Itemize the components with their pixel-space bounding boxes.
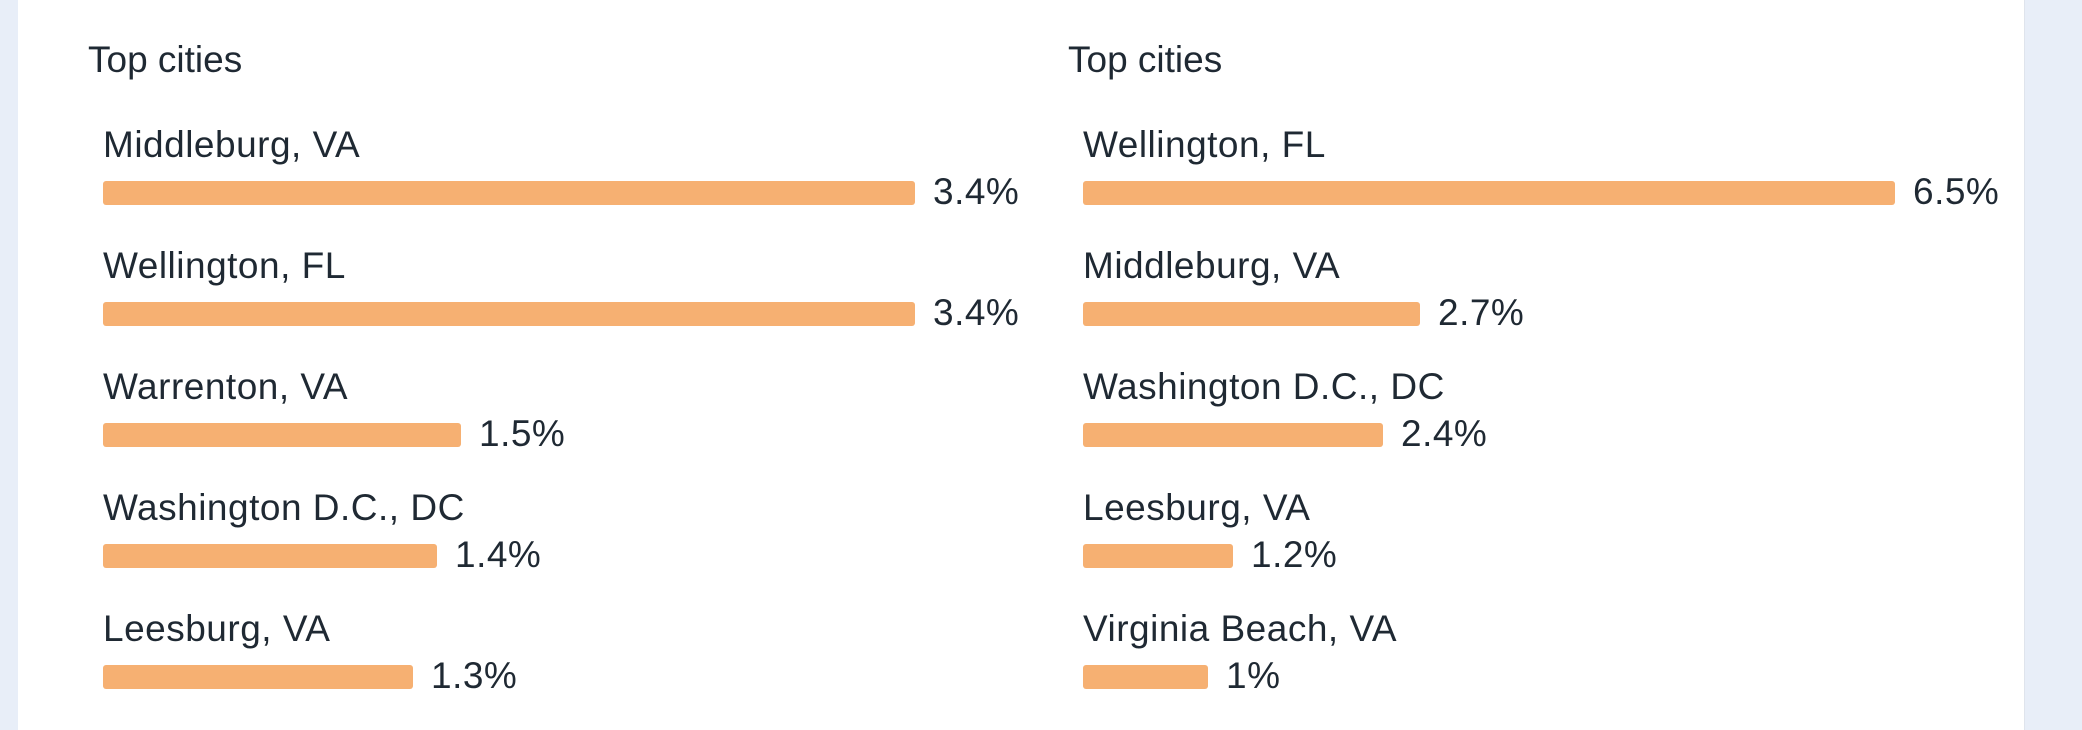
category-label: Middleburg, VA [1083,245,1341,286]
bar [103,181,915,205]
value-label: 1.4% [455,534,542,575]
bar-row: Leesburg, VA 1.2% [1083,485,2043,605]
category-label: Washington D.C., DC [103,487,465,528]
value-label: 1.2% [1251,534,1338,575]
category-label: Wellington, FL [1083,124,1326,165]
bar [103,423,461,447]
value-label: 1.3% [431,655,518,696]
bar [1083,181,1895,205]
value-label: 6.5% [1913,171,2000,212]
category-label: Warrenton, VA [103,366,349,407]
bar [1083,665,1208,689]
bar-row: Leesburg, VA 1.3% [103,606,1063,726]
bar-row: Wellington, FL 3.4% [103,243,1063,363]
bar-row: Washington D.C., DC 2.4% [1083,364,2043,484]
value-label: 3.4% [933,171,1020,212]
bar-row: Virginia Beach, VA 1% [1083,606,2043,726]
bar-row: Middleburg, VA 3.4% [103,122,1063,242]
chart-title: Top cities [1068,39,1223,80]
bar [1083,302,1420,326]
bar [103,544,437,568]
value-label: 3.4% [933,292,1020,333]
chart-title: Top cities [88,39,243,80]
category-label: Leesburg, VA [1083,487,1311,528]
value-label: 2.4% [1401,413,1488,454]
category-label: Middleburg, VA [103,124,361,165]
top-cities-chart-right: Top cities Wellington, FL 6.5% Middleburg,… [1068,0,2048,730]
bar [1083,544,1233,568]
bar-row: Washington D.C., DC 1.4% [103,485,1063,605]
bar-row: Wellington, FL 6.5% [1083,122,2043,242]
bar [1083,423,1383,447]
category-label: Washington D.C., DC [1083,366,1445,407]
top-cities-chart-left: Top cities Middleburg, VA 3.4% Wellington,… [88,0,1068,730]
bar-row: Middleburg, VA 2.7% [1083,243,2043,363]
value-label: 1.5% [479,413,566,454]
category-label: Leesburg, VA [103,608,331,649]
category-label: Wellington, FL [103,245,346,286]
bar [103,302,915,326]
bar [103,665,413,689]
value-label: 2.7% [1438,292,1525,333]
top-cities-card: Top cities Middleburg, VA 3.4% Wellington,… [18,0,2025,730]
value-label: 1% [1226,655,1281,696]
bar-row: Warrenton, VA 1.5% [103,364,1063,484]
category-label: Virginia Beach, VA [1083,608,1398,649]
